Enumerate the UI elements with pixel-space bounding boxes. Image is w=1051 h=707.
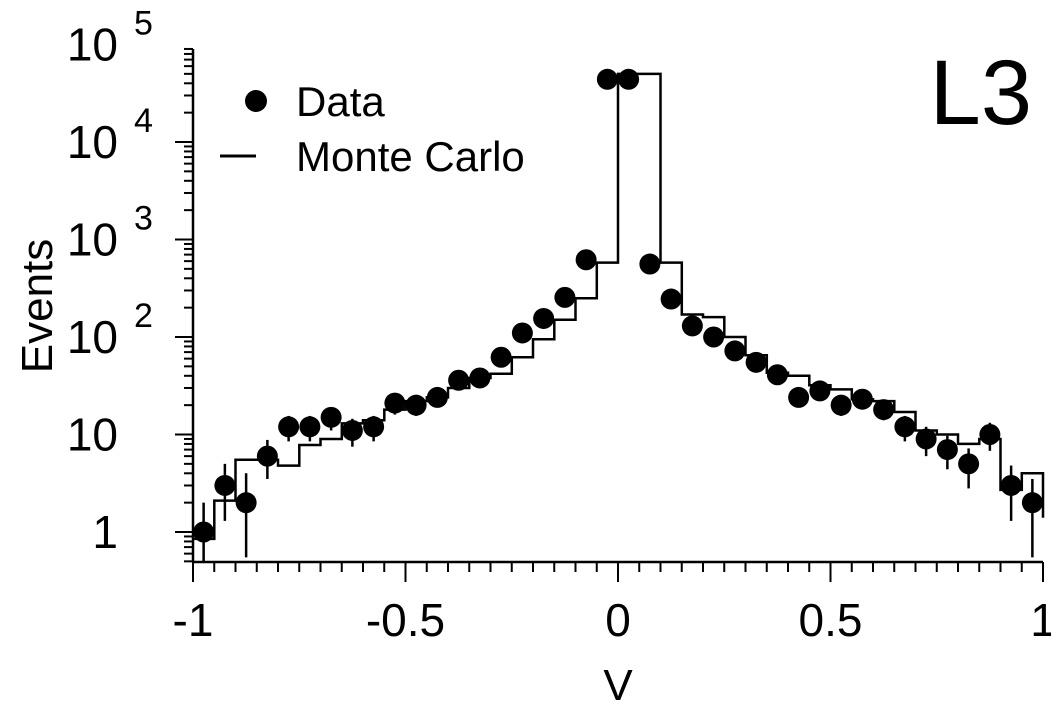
data-point [851,388,873,410]
data-point [554,286,576,308]
monte-carlo-histogram [193,72,1045,541]
y-tick-label: 10 [67,311,118,363]
x-tick-label: 0 [605,594,631,646]
data-point [214,474,236,496]
data-point [575,249,597,271]
data-point [278,416,300,438]
data-point [490,346,512,368]
data-point [363,416,385,438]
experiment-label: L3 [930,42,1032,144]
x-tick-label: -0.5 [366,594,445,646]
data-point [958,453,980,475]
data-point [511,322,533,344]
data-point [745,351,767,373]
tick-labels: 1 10 10 2 10 3 10 4 10 5 -1 -0.5 0 0.5 1 [67,5,1051,647]
legend: Data Monte Carlo [220,78,525,180]
data-point [596,68,618,90]
data-point [639,253,661,275]
y-tick-label: 10 [67,409,118,461]
data-points [193,68,1043,562]
x-tick-label: -1 [173,594,214,646]
data-point [384,392,406,414]
data-point [533,307,555,329]
data-point [788,386,810,408]
data-point [469,367,491,389]
data-point [448,369,470,391]
data-point [681,315,703,337]
data-point [320,406,342,428]
y-tick-label: 1 [92,506,118,558]
legend-data-label: Data [296,78,385,125]
x-tick-label: 0.5 [799,594,863,646]
legend-data-marker [245,90,267,112]
data-point [426,386,448,408]
data-point [766,364,788,386]
y-tick-exponent: 4 [134,102,153,140]
data-point [724,340,746,362]
y-axis-title: Events [13,239,62,374]
data-point [405,394,427,416]
y-tick-exponent: 5 [134,5,153,43]
data-point [193,521,215,543]
data-point [894,416,916,438]
data-point [809,380,831,402]
data-point [256,445,278,467]
legend-mc-label: Monte Carlo [296,133,525,180]
data-point [618,68,640,90]
data-point [235,492,257,514]
y-tick-exponent: 3 [134,200,153,238]
data-point [979,424,1001,445]
axes [175,47,1044,582]
data-point [830,394,852,416]
data-point [915,428,937,450]
data-point [1000,474,1022,496]
data-point [341,419,363,441]
y-tick-label: 10 [67,116,118,168]
x-tick-label: 1 [1030,594,1051,646]
x-axis-title: V [603,661,633,707]
y-tick-label: 10 [67,19,118,71]
data-point [660,288,682,310]
data-point [299,416,321,438]
data-point [1021,492,1043,514]
y-tick-label: 10 [67,214,118,266]
data-point [703,326,725,348]
data-point [936,439,958,461]
mc-step-line [193,72,1045,541]
data-point [873,399,895,421]
y-tick-exponent: 2 [134,297,153,335]
